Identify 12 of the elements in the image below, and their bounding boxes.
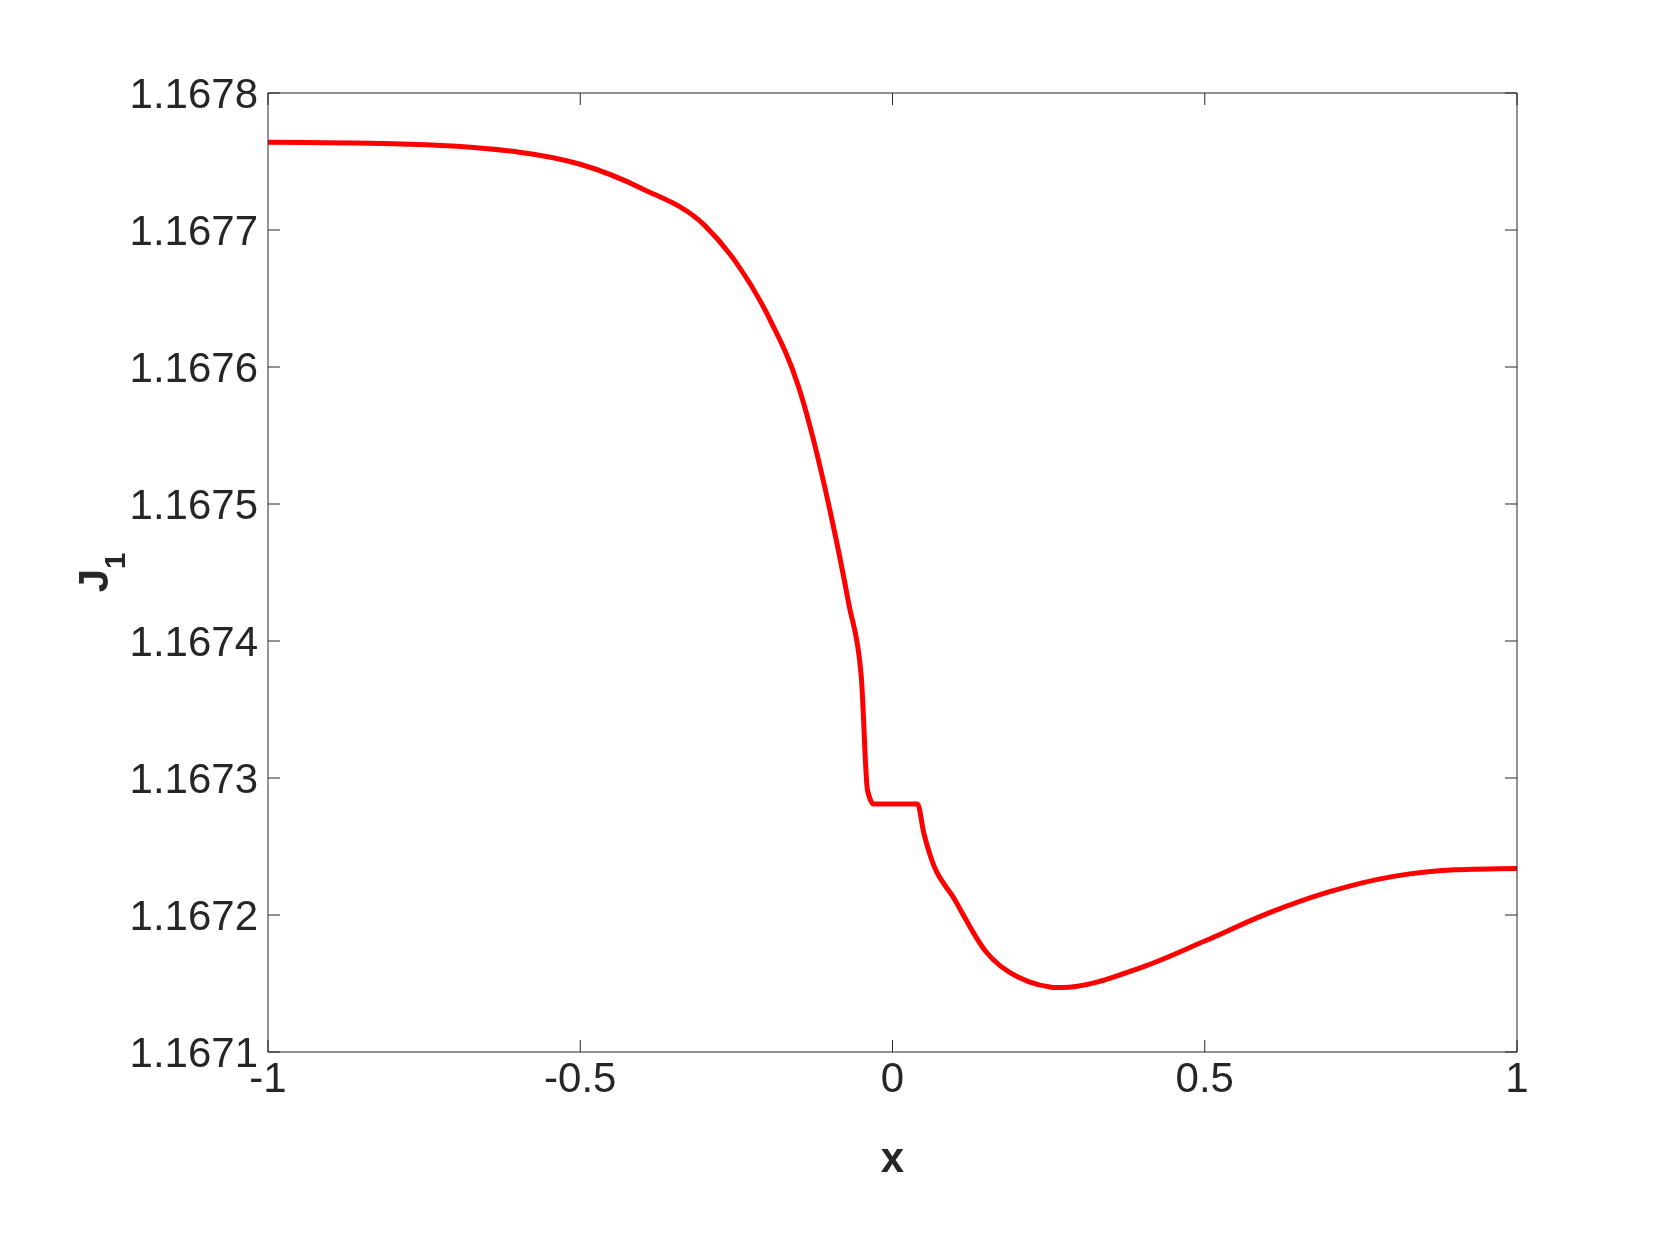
- x-axis-title: x: [880, 1134, 905, 1181]
- y-tick-label: 1.1676: [129, 343, 258, 391]
- y-tick-label: 1.1672: [129, 891, 258, 939]
- x-tick-label: 1: [1505, 1053, 1529, 1101]
- y-tick-label: 1.1678: [129, 69, 258, 117]
- x-tick-label: 0.5: [1175, 1053, 1234, 1101]
- y-tick-label: 1.1677: [129, 206, 258, 254]
- y-tick-label: 1.1673: [129, 754, 258, 802]
- x-tick-label: -0.5: [544, 1053, 617, 1101]
- y-tick-label: 1.1674: [129, 617, 258, 665]
- y-tick-label: 1.1675: [129, 480, 258, 528]
- x-tick-label: 0: [880, 1053, 905, 1101]
